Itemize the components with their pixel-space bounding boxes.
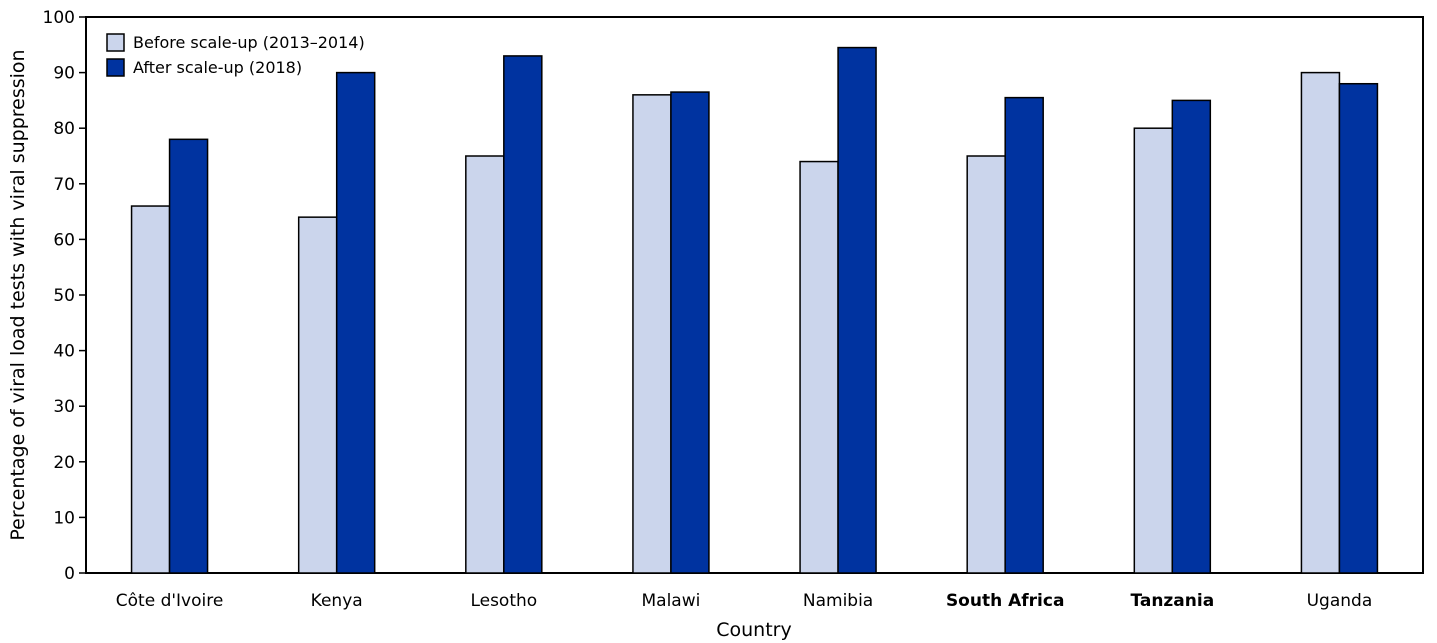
bar-after [335, 71, 376, 574]
y-axis-title: Percentage of viral load tests with vira… [7, 49, 29, 540]
y-tick-label: 40 [53, 342, 75, 362]
y-axis: 0 10 20 30 40 50 60 70 80 90 100 [43, 8, 86, 584]
bar-after [1171, 99, 1212, 574]
x-category-label: Tanzania [1130, 591, 1214, 611]
bar-before [966, 155, 1006, 574]
y-tick-label: 60 [53, 230, 75, 250]
bar-before [632, 94, 672, 574]
bar-after [168, 138, 209, 574]
bar-before [465, 155, 505, 574]
legend-swatch-after [106, 58, 125, 77]
legend-label-before: Before scale-up (2013–2014) [133, 33, 365, 52]
bar-before [297, 216, 338, 574]
legend: Before scale-up (2013–2014) After scale-… [106, 33, 365, 77]
bar-after [1004, 96, 1044, 574]
plot-area-border [85, 16, 1424, 574]
x-category-label: Uganda [1307, 591, 1373, 611]
bar-before [130, 205, 171, 574]
y-tick-label: 80 [53, 119, 75, 139]
y-tick-label: 100 [43, 8, 75, 28]
y-tick-label: 90 [53, 64, 75, 84]
y-tick-label: 50 [53, 286, 75, 306]
legend-label-after: After scale-up (2018) [133, 58, 302, 77]
bar-before [799, 160, 839, 574]
y-tick-label: 70 [53, 175, 75, 195]
bar-after [837, 46, 877, 574]
y-tick-label: 10 [53, 508, 75, 528]
y-tick-label: 0 [64, 564, 75, 584]
plot-frame [85, 16, 1424, 574]
y-tick-label: 20 [53, 453, 75, 473]
x-category-label: Côte d'Ivoire [116, 591, 224, 611]
y-tick-label: 30 [53, 397, 75, 417]
x-axis-title: Country [716, 619, 791, 641]
bar-before [1300, 71, 1341, 574]
legend-swatch-before [106, 33, 125, 52]
bar-after [503, 55, 543, 574]
x-axis: Côte d'Ivoire Kenya Lesotho Malawi Namibia So… [116, 591, 1372, 611]
x-category-label: Malawi [642, 591, 701, 611]
bars [130, 46, 1379, 574]
x-category-label: Kenya [311, 591, 363, 611]
bar-after [670, 91, 710, 574]
x-category-label: Namibia [803, 591, 873, 611]
x-category-label: Lesotho [470, 591, 537, 611]
bar-before [1133, 127, 1174, 574]
bar-after [1338, 82, 1379, 574]
x-category-label: South Africa [946, 591, 1065, 611]
